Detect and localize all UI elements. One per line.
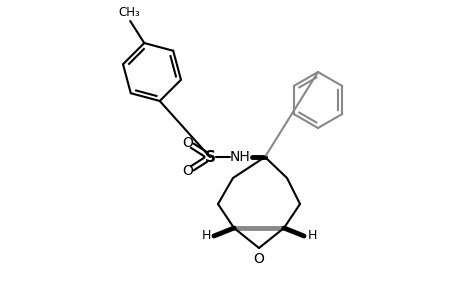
Text: H: H [307,230,316,242]
Text: O: O [182,136,193,150]
Text: S: S [204,149,215,164]
Text: NH: NH [229,150,250,164]
Text: H: H [201,230,210,242]
Text: O: O [182,164,193,178]
Text: O: O [253,252,264,266]
Text: CH₃: CH₃ [118,5,140,19]
